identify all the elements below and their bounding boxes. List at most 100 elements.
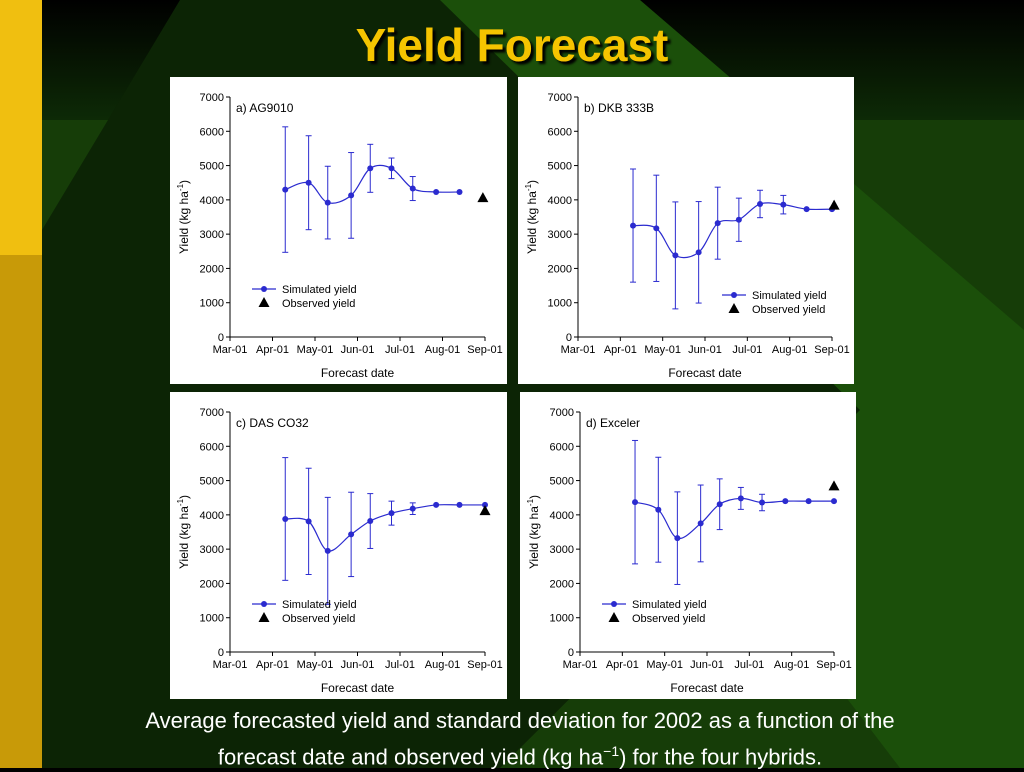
x-axis-title: Forecast date — [321, 366, 395, 380]
chart-panel-a: 0 1000 2000 3000 4000 5000 6000 7000 Mar-01 Apr-0… — [170, 77, 507, 384]
y-axis-title-sup: -1 — [526, 498, 535, 506]
chart-d: 0 1000 2000 3000 4000 5000 6000 7000 Mar-01 Apr-0… — [526, 407, 852, 695]
y-axis-title-main: Yield (kg ha — [525, 191, 539, 254]
simulated-yield-point — [348, 531, 355, 538]
legend-label-observed: Observed yield — [752, 304, 825, 316]
x-axis-title: Forecast date — [321, 681, 395, 695]
y-tick-label: 6000 — [200, 441, 224, 453]
simulated-yield-line — [632, 202, 833, 259]
y-tick-label: 2000 — [200, 263, 224, 275]
x-tick-label: Apr-01 — [606, 659, 639, 671]
simulated-yield-line — [634, 497, 834, 540]
observed-yield-marker — [477, 192, 489, 203]
y-tick-label: 5000 — [548, 161, 572, 173]
x-tick-label: Mar-01 — [213, 659, 248, 671]
simulated-yield-point — [482, 501, 488, 508]
y-axis-title: Yield (kg ha-1) — [526, 495, 541, 569]
chart-a: 0 1000 2000 3000 4000 5000 6000 7000 Mar-01 Apr-0… — [176, 92, 503, 380]
y-axis-title-end: ) — [177, 180, 191, 184]
left-accent-bar-bottom — [0, 255, 42, 768]
simulated-yield-point — [759, 499, 766, 506]
y-tick-label: 4000 — [550, 510, 574, 522]
y-axis-title: Yield (kg ha-1) — [176, 495, 191, 569]
x-tick-label: Mar-01 — [213, 344, 248, 356]
left-accent-bar-top — [0, 0, 42, 255]
x-tick-label: May-01 — [644, 344, 681, 356]
y-tick-label: 0 — [568, 647, 574, 659]
simulated-yield-point — [672, 252, 679, 259]
x-tick-label: Jun-01 — [341, 344, 375, 356]
legend-marker-simulated — [731, 292, 737, 298]
simulated-yield-point — [714, 220, 721, 227]
simulated-yield-point — [735, 216, 742, 223]
simulated-yield-point — [757, 200, 764, 207]
simulated-yield-line — [285, 164, 460, 204]
caption-line-1: Average forecasted yield and standard de… — [145, 708, 895, 733]
y-axis-title: Yield (kg ha-1) — [524, 180, 539, 254]
x-tick-label: Aug-01 — [425, 344, 460, 356]
y-tick-label: 7000 — [200, 92, 224, 104]
legend-marker-observed — [728, 303, 740, 313]
y-axis-title-main: Yield (kg ha — [177, 506, 191, 569]
y-tick-label: 3000 — [200, 544, 224, 556]
simulated-yield-point — [697, 520, 704, 527]
y-axis-title-end: ) — [177, 495, 191, 499]
simulated-yield-point — [803, 206, 810, 213]
y-tick-label: 2000 — [550, 578, 574, 590]
chart-c: 0 1000 2000 3000 4000 5000 6000 7000 Mar-01 Apr-0… — [176, 407, 503, 695]
simulated-yield-point — [456, 188, 463, 195]
y-axis-title-end: ) — [525, 180, 539, 184]
legend-label-simulated: Simulated yield — [282, 599, 357, 611]
y-tick-label: 3000 — [548, 229, 572, 241]
y-axis-title-main: Yield (kg ha — [527, 506, 541, 569]
simulated-yield-point — [653, 225, 660, 232]
y-tick-label: 1000 — [200, 298, 224, 310]
y-tick-label: 1000 — [550, 613, 574, 625]
y-tick-label: 7000 — [550, 407, 574, 419]
y-axis-title-end: ) — [527, 495, 541, 499]
simulated-yield-point — [805, 498, 812, 505]
simulated-yield-point — [737, 495, 744, 502]
x-tick-label: May-01 — [646, 659, 683, 671]
chart-b: 0 1000 2000 3000 4000 5000 6000 7000 Mar-01 Apr-0… — [524, 92, 850, 380]
simulated-yield-point — [388, 165, 395, 172]
caption-line-2-start: forecast date and observed yield (kg ha — [217, 744, 604, 770]
simulated-yield-point — [324, 547, 331, 554]
legend-label-observed: Observed yield — [632, 613, 705, 625]
simulated-yield-point — [782, 498, 789, 505]
y-axis-title-sup: -1 — [524, 183, 533, 191]
y-tick-label: 1000 — [200, 613, 224, 625]
x-tick-label: Jun-01 — [688, 344, 722, 356]
simulated-yield-point — [409, 185, 416, 192]
y-tick-label: 6000 — [550, 441, 574, 453]
y-tick-label: 5000 — [550, 476, 574, 488]
legend-marker-simulated — [611, 601, 617, 607]
simulated-yield-point — [367, 165, 374, 172]
legend-marker-observed — [258, 297, 270, 307]
caption-line-2: forecast date and observed yield (kg ha−… — [60, 736, 980, 772]
y-tick-label: 4000 — [200, 510, 224, 522]
legend-label-observed: Observed yield — [282, 613, 355, 625]
simulated-yield-point — [348, 192, 355, 199]
y-axis-title-sup: -1 — [176, 498, 185, 506]
caption-superscript: −1 — [603, 743, 620, 759]
legend-marker-observed — [608, 612, 620, 622]
y-tick-label: 0 — [218, 332, 224, 344]
y-axis-title-main: Yield (kg ha — [177, 191, 191, 254]
simulated-yield-point — [282, 186, 289, 193]
x-tick-label: Mar-01 — [561, 344, 596, 356]
caption-line-2-end: ) for the four hybrids. — [619, 744, 823, 770]
y-tick-label: 3000 — [550, 544, 574, 556]
simulated-yield-point — [780, 201, 787, 208]
legend-label-simulated: Simulated yield — [632, 599, 707, 611]
panel-label: d) Exceler — [586, 416, 640, 430]
x-tick-label: Sep-01 — [467, 344, 502, 356]
x-tick-label: May-01 — [297, 659, 334, 671]
simulated-yield-point — [655, 506, 662, 513]
chart-panel-b: 0 1000 2000 3000 4000 5000 6000 7000 Mar-01 Apr-0… — [518, 77, 854, 384]
x-tick-label: Apr-01 — [604, 344, 637, 356]
x-tick-label: Sep-01 — [814, 344, 849, 356]
simulated-yield-point — [831, 498, 837, 505]
y-tick-label: 0 — [566, 332, 572, 344]
